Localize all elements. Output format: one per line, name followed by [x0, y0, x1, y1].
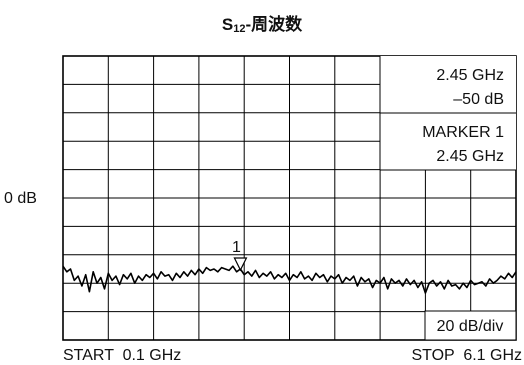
scale-box — [424, 310, 517, 341]
marker-1-triangle — [233, 257, 248, 272]
reference-label: 0 dB — [4, 190, 37, 207]
readout-line3: MARKER 1 — [422, 124, 504, 141]
marker-1-label: 1 — [232, 239, 241, 256]
readout-box-marker — [380, 113, 516, 170]
scale-label: 20 dB/div — [437, 318, 504, 335]
readout-line2: –50 dB — [453, 91, 504, 108]
readout-line1: 2.45 GHz — [436, 67, 504, 84]
title-suffix: -周波数 — [245, 15, 303, 34]
title-prefix: S — [221, 15, 234, 34]
stop-label: STOP 6.1 GHz — [411, 347, 522, 364]
title-subscript: 12 — [233, 23, 246, 35]
readout-box-freq — [380, 56, 516, 113]
start-label: START 0.1 GHz — [63, 347, 181, 364]
chart-title: S12-周波数 — [0, 10, 524, 35]
series-trace — [62, 265, 517, 294]
readout-line4: 2.45 GHz — [436, 148, 504, 165]
